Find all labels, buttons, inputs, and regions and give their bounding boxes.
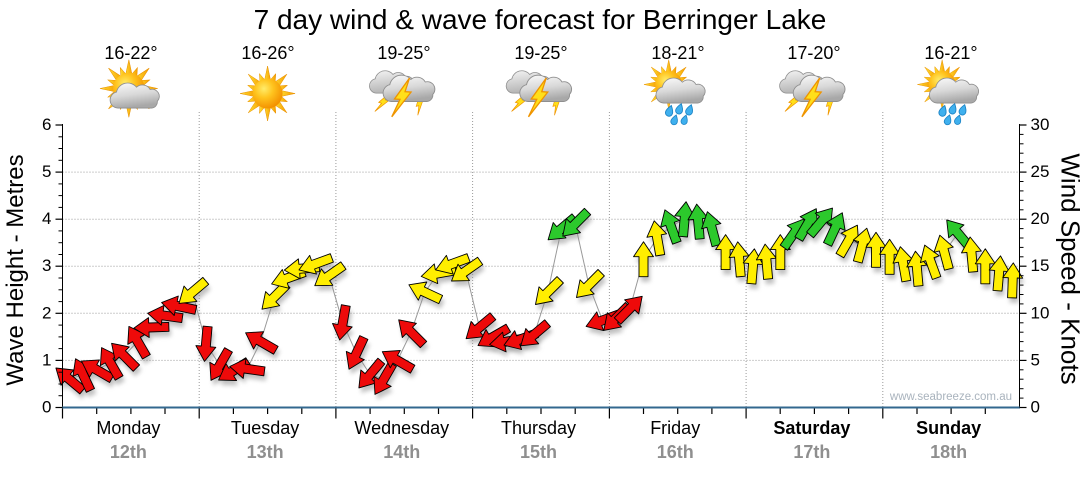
- svg-text:7 day wind & wave forecast for: 7 day wind & wave forecast for Berringer…: [254, 4, 827, 35]
- svg-text:16th: 16th: [657, 442, 694, 462]
- svg-text:20: 20: [1031, 209, 1050, 228]
- svg-text:Tuesday: Tuesday: [231, 418, 299, 438]
- svg-text:17-20°: 17-20°: [787, 43, 840, 63]
- svg-text:3: 3: [42, 256, 51, 275]
- svg-text:www.seabreeze.com.au: www.seabreeze.com.au: [889, 391, 1012, 403]
- svg-text:30: 30: [1031, 115, 1050, 134]
- svg-text:Thursday: Thursday: [501, 418, 576, 438]
- svg-text:10: 10: [1031, 303, 1050, 322]
- svg-text:4: 4: [42, 209, 51, 228]
- svg-text:19-25°: 19-25°: [377, 43, 430, 63]
- svg-text:25: 25: [1031, 162, 1050, 181]
- svg-text:16-22°: 16-22°: [104, 43, 157, 63]
- svg-text:16-26°: 16-26°: [241, 43, 294, 63]
- svg-text:5: 5: [42, 162, 51, 181]
- svg-text:18th: 18th: [930, 442, 967, 462]
- svg-text:2: 2: [42, 303, 51, 322]
- svg-text:15th: 15th: [520, 442, 557, 462]
- svg-text:12th: 12th: [110, 442, 147, 462]
- svg-text:5: 5: [1031, 350, 1040, 369]
- svg-text:Saturday: Saturday: [773, 418, 850, 438]
- svg-text:18-21°: 18-21°: [651, 43, 704, 63]
- svg-text:0: 0: [1031, 398, 1040, 417]
- svg-text:Sunday: Sunday: [916, 418, 981, 438]
- svg-text:13th: 13th: [247, 442, 284, 462]
- svg-text:15: 15: [1031, 256, 1050, 275]
- svg-text:Friday: Friday: [650, 418, 700, 438]
- svg-text:1: 1: [42, 350, 51, 369]
- svg-text:6: 6: [42, 115, 51, 134]
- svg-text:16-21°: 16-21°: [924, 43, 977, 63]
- svg-text:17th: 17th: [793, 442, 830, 462]
- svg-text:14th: 14th: [383, 442, 420, 462]
- svg-text:Monday: Monday: [96, 418, 160, 438]
- svg-text:19-25°: 19-25°: [514, 43, 567, 63]
- svg-text:0: 0: [42, 398, 51, 417]
- svg-text:Wave Height - Metres: Wave Height - Metres: [2, 154, 29, 385]
- svg-text:Wednesday: Wednesday: [354, 418, 449, 438]
- svg-text:Wind Speed - Knots: Wind Speed - Knots: [1056, 153, 1080, 384]
